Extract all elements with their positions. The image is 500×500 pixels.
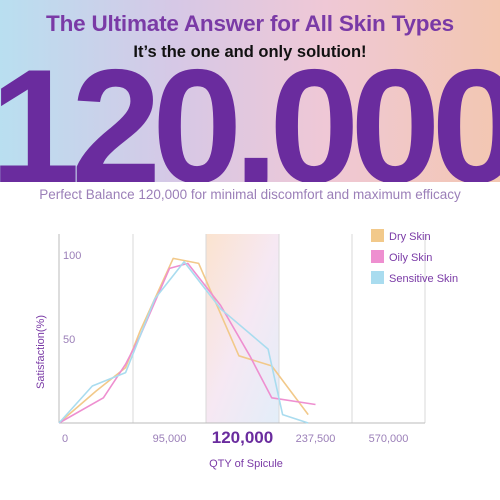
legend-label: Sensitive Skin <box>389 273 458 285</box>
x-tick-label: 95,000 <box>153 433 187 445</box>
x-tick-label: 237,500 <box>296 433 336 445</box>
x-tick-label: 570,000 <box>369 433 409 445</box>
highlight-band <box>206 234 279 423</box>
series-line-oily-skin <box>58 262 316 424</box>
hero-banner: The Ultimate Answer for All Skin Types I… <box>0 0 500 182</box>
x-axis-label: QTY of Spicule <box>209 458 283 470</box>
legend-swatch <box>371 271 384 284</box>
legend-swatch <box>371 229 384 242</box>
y-tick-label: 100 <box>63 250 81 262</box>
big-number: 120,000 <box>0 36 500 183</box>
x-tick-label: 120,000 <box>212 428 273 447</box>
subheadline: It’s the one and only solution! <box>133 43 367 61</box>
x-tick-label: 0 <box>62 433 68 445</box>
y-axis-label: Satisfaction(%) <box>35 315 47 389</box>
series-line-sensitive-skin <box>58 260 309 424</box>
y-tick-label: 50 <box>63 334 75 346</box>
legend-swatch <box>371 250 384 263</box>
legend-label: Oily Skin <box>389 252 432 264</box>
legend-label: Dry Skin <box>389 231 431 243</box>
headline: The Ultimate Answer for All Skin Types <box>46 11 454 36</box>
tagline: Perfect Balance 120,000 for minimal disc… <box>39 187 461 202</box>
